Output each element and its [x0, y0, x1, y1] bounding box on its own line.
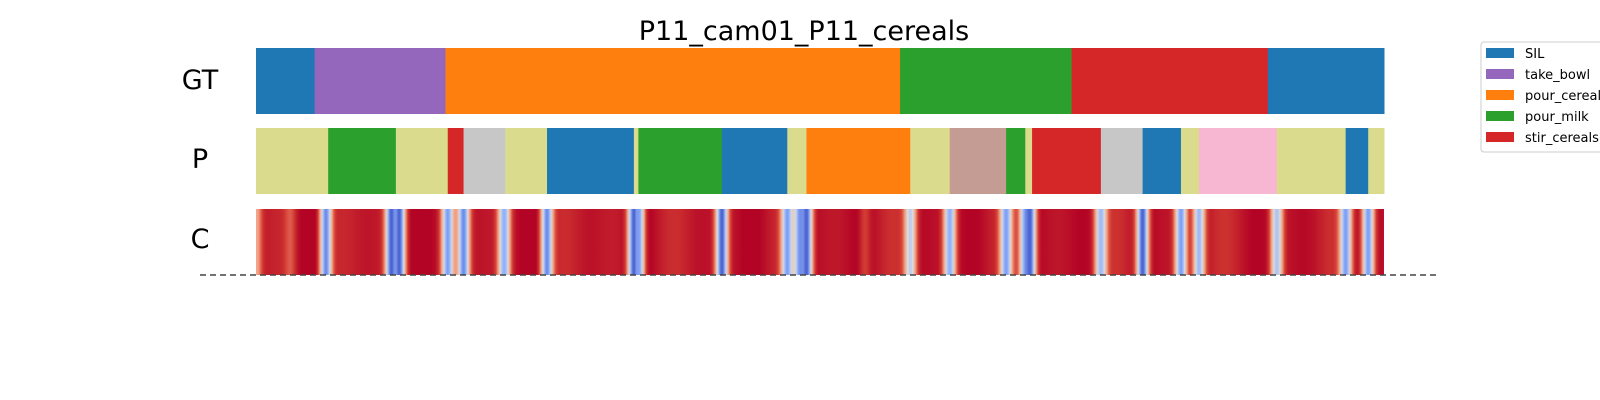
gt-segment-5 [1267, 48, 1385, 114]
legend-swatch-3 [1486, 111, 1514, 121]
pred-segment-12 [910, 128, 951, 194]
pred-segment-23 [1368, 128, 1385, 194]
legend-label-1: take_bowl [1525, 68, 1590, 83]
pred-segment-15 [1025, 128, 1033, 194]
gt-segment-2 [445, 48, 901, 114]
row-label-p: P [192, 144, 208, 175]
gt-segment-1 [314, 48, 447, 114]
pred-segment-20 [1199, 128, 1278, 194]
prediction-row [256, 128, 1385, 194]
gt-segment-3 [900, 48, 1073, 114]
gt-segment-0 [256, 48, 316, 114]
pred-segment-16 [1032, 128, 1102, 194]
legend-label-0: SIL [1525, 47, 1545, 62]
pred-segment-17 [1100, 128, 1144, 194]
pred-segment-1 [328, 128, 397, 194]
pred-segment-11 [806, 128, 911, 194]
row-label-c: C [191, 224, 210, 255]
legend-label-3: pour_milk [1525, 110, 1589, 125]
gt-row [256, 48, 1385, 114]
gt-segment-4 [1071, 48, 1269, 114]
legend-swatch-2 [1486, 90, 1514, 100]
pred-segment-21 [1276, 128, 1347, 194]
pred-segment-5 [505, 128, 548, 194]
pred-segment-18 [1142, 128, 1182, 194]
pred-segment-6 [547, 128, 635, 194]
pred-segment-13 [949, 128, 1007, 194]
chart-title: P11_cam01_P11_cereals [639, 16, 970, 47]
pred-segment-19 [1180, 128, 1200, 194]
legend: SIL take_bowl pour_cereals pour_milk stir_ce… [1480, 41, 1600, 153]
pred-segment-8 [638, 128, 723, 194]
legend-swatch-0 [1486, 48, 1514, 58]
row-label-gt: GT [182, 65, 219, 96]
legend-swatch-4 [1486, 132, 1514, 142]
pred-segment-10 [787, 128, 807, 194]
pred-segment-9 [721, 128, 788, 194]
pred-segment-7 [633, 128, 639, 194]
pred-segment-2 [395, 128, 449, 194]
pred-segment-3 [447, 128, 465, 194]
confidence-row [256, 209, 1384, 275]
confidence-heatmap [256, 209, 1384, 275]
legend-label-2: pour_cereals [1525, 89, 1600, 104]
legend-swatch-1 [1486, 69, 1514, 79]
pred-segment-22 [1345, 128, 1369, 194]
pred-segment-0 [256, 128, 329, 194]
pred-segment-14 [1006, 128, 1026, 194]
legend-label-4: stir_cereals [1525, 131, 1599, 146]
pred-segment-4 [463, 128, 506, 194]
